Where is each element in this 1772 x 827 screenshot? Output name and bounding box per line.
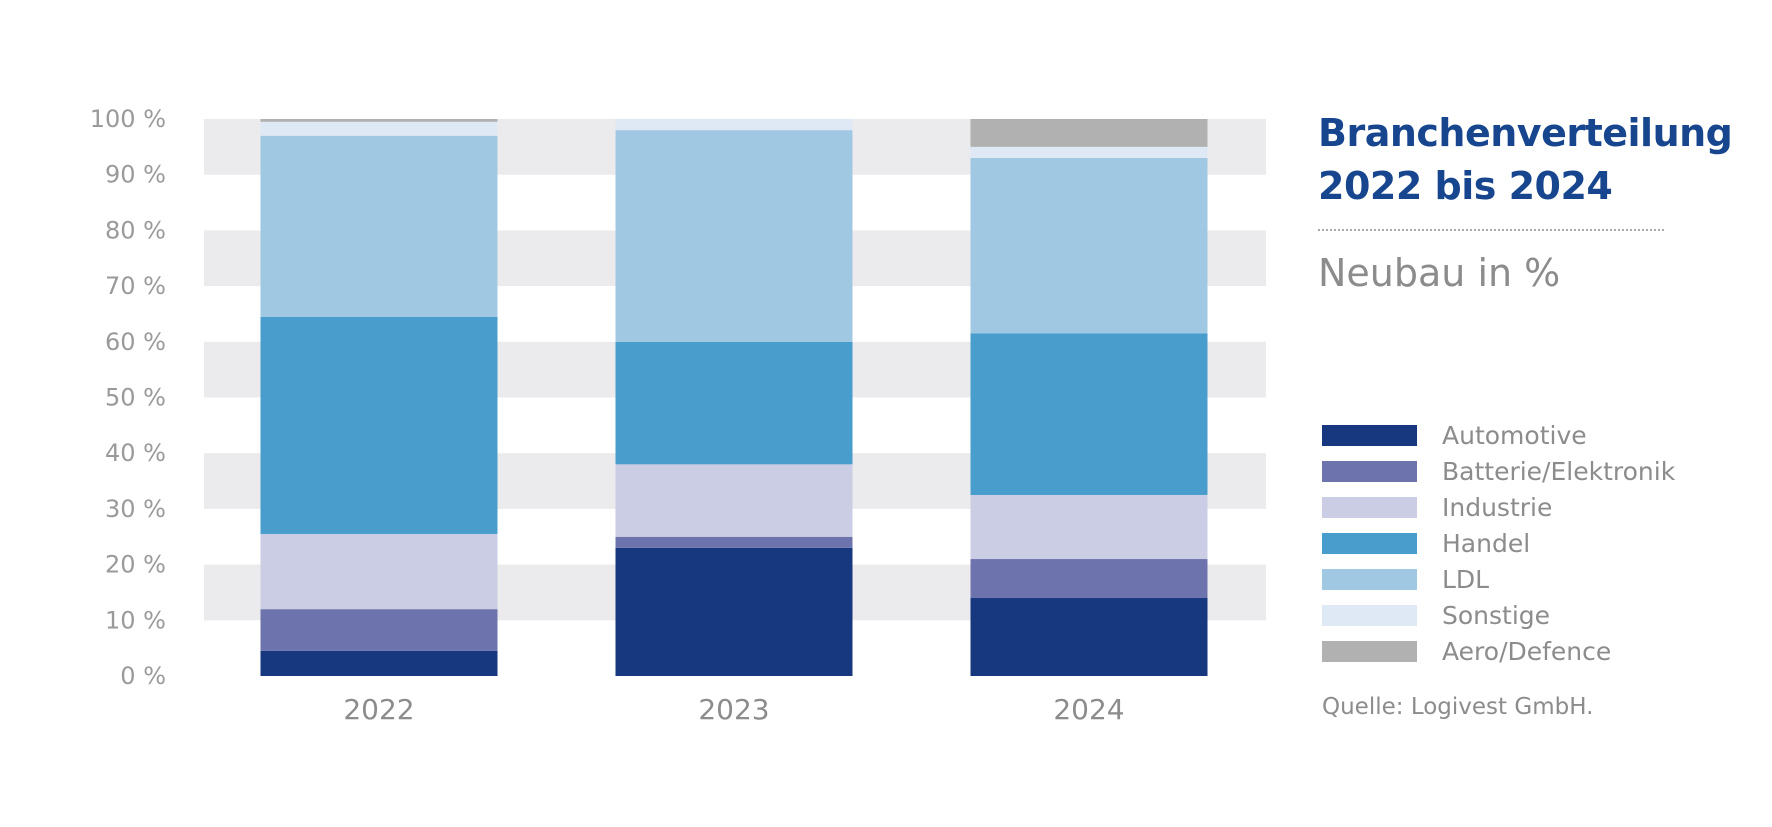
title-divider — [1318, 229, 1664, 231]
bar-segment-2022-ldl — [260, 135, 498, 317]
y-axis-tick-labels: 0 % 10 % 20 % 30 % 40 % 50 % 60 % 70 % 80 % 90 % 1… — [90, 105, 166, 690]
legend-item: Handel — [1322, 527, 1742, 563]
legend-swatch — [1322, 641, 1417, 662]
bar-segment-2024-sonstige — [970, 146, 1208, 158]
legend-swatch — [1322, 605, 1417, 626]
legend-swatch — [1322, 569, 1417, 590]
y-tick-label: 0 % — [120, 662, 166, 690]
y-tick-label: 10 % — [105, 606, 166, 634]
x-tick-label: 2023 — [698, 693, 769, 726]
chart-title-line-1: Branchenverteilung — [1318, 111, 1733, 155]
legend-item: Batterie/Elektronik — [1322, 455, 1742, 491]
legend-label: Sonstige — [1442, 601, 1551, 630]
legend-item: Aero/Defence — [1322, 635, 1742, 671]
x-tick-label: 2024 — [1053, 693, 1124, 726]
legend-swatch — [1322, 497, 1417, 518]
bar-segment-2022-automotive — [260, 650, 498, 676]
bar-segments — [260, 119, 1208, 676]
legend-swatch — [1322, 425, 1417, 446]
bar-segment-2024-ldl — [970, 157, 1208, 334]
bar-segment-2022-handel — [260, 316, 498, 534]
bar-segment-2024-automotive — [970, 598, 1208, 676]
bar-segment-2023-sonstige — [615, 119, 853, 131]
y-tick-label: 30 % — [105, 495, 166, 523]
legend-label: Batterie/Elektronik — [1442, 457, 1676, 486]
legend-item: Sonstige — [1322, 599, 1742, 635]
source-note: Quelle: Logivest GmbH. — [1322, 694, 1594, 720]
chart-title-line-2: 2022 bis 2024 — [1318, 164, 1613, 208]
legend-item: Industrie — [1322, 491, 1742, 527]
bar-segment-2022-sonstige — [260, 121, 498, 136]
legend-label: LDL — [1442, 565, 1490, 594]
legend-label: Industrie — [1442, 493, 1553, 522]
chart-subtitle: Neubau in % — [1318, 251, 1561, 295]
legend-item: Automotive — [1322, 419, 1742, 455]
legend-item: LDL — [1322, 563, 1742, 599]
legend-label: Automotive — [1442, 421, 1587, 450]
y-tick-label: 60 % — [105, 328, 166, 356]
bar-segment-2023-industrie — [615, 464, 853, 537]
legend-label: Aero/Defence — [1442, 637, 1612, 666]
y-tick-label: 50 % — [105, 384, 166, 412]
bar-segment-2023-handel — [615, 341, 853, 465]
bar-segment-2024-industrie — [970, 494, 1208, 560]
y-tick-label: 80 % — [105, 216, 166, 244]
legend-label: Handel — [1442, 529, 1531, 558]
bar-segment-2024-batterie-elektronik — [970, 559, 1208, 599]
y-tick-label: 20 % — [105, 551, 166, 579]
legend-swatch — [1322, 461, 1417, 482]
bar-segment-2023-ldl — [615, 130, 853, 342]
bar-segment-2023-batterie-elektronik — [615, 536, 853, 548]
x-axis-tick-labels: 2022 2023 2024 — [343, 693, 1124, 726]
bar-segment-2022-aero-defence — [260, 119, 498, 122]
legend-swatch — [1322, 533, 1417, 554]
y-tick-label: 90 % — [105, 161, 166, 189]
bar-segment-2022-industrie — [260, 533, 498, 610]
y-tick-label: 40 % — [105, 439, 166, 467]
bar-segment-2024-handel — [970, 333, 1208, 495]
legend: Automotive Batterie/Elektronik Industrie Ha… — [1322, 419, 1742, 671]
bar-segment-2022-batterie-elektronik — [260, 609, 498, 651]
bar-segment-2023-automotive — [615, 547, 853, 676]
y-tick-label: 70 % — [105, 272, 166, 300]
bar-segment-2024-aero-defence — [970, 119, 1208, 147]
y-tick-label: 100 % — [90, 105, 166, 133]
x-tick-label: 2022 — [343, 693, 414, 726]
